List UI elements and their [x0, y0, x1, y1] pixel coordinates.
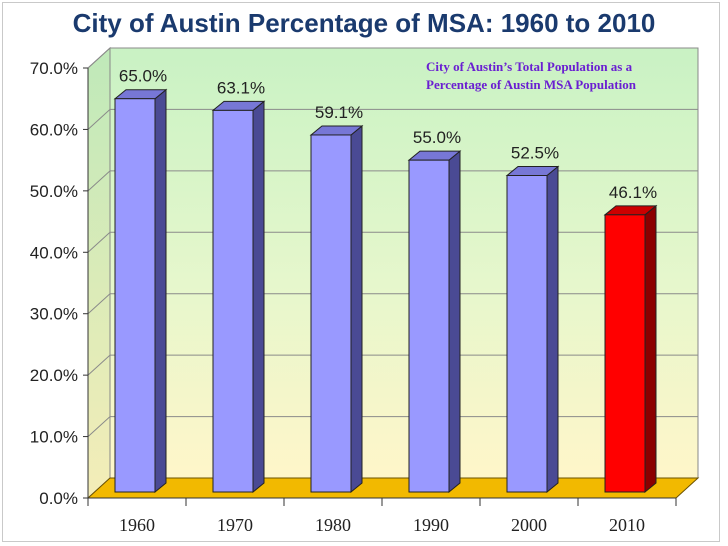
x-tick-label-1960: 1960 — [119, 515, 155, 535]
bar-1970 — [211, 100, 266, 494]
x-tick-label-1970: 1970 — [217, 515, 253, 535]
bar-1960 — [113, 88, 168, 494]
bar-face — [212, 109, 254, 493]
side-wall — [87, 46, 111, 500]
bar-face — [506, 175, 548, 493]
bar-2010 — [603, 204, 658, 494]
y-tick-label: 0.0% — [39, 489, 78, 508]
x-tick-label-1990: 1990 — [413, 515, 449, 535]
bar-1980 — [309, 124, 364, 494]
chart-title: City of Austin Percentage of MSA: 1960 t… — [72, 8, 656, 38]
gridline — [87, 47, 698, 69]
y-tick-label: 20.0% — [30, 366, 78, 385]
data-label-1970: 63.1% — [217, 78, 265, 97]
gridline — [87, 231, 698, 253]
bar-side — [252, 100, 265, 494]
data-label-1980: 59.1% — [315, 103, 363, 122]
chart-annotation-line: City of Austin’s Total Population as a — [426, 59, 633, 74]
x-tick-label-2010: 2010 — [609, 515, 645, 535]
bar-face — [114, 98, 156, 493]
data-label-1990: 55.0% — [413, 128, 461, 147]
bar-1990 — [407, 150, 462, 494]
y-tick-label: 30.0% — [30, 305, 78, 324]
bar-side — [350, 124, 363, 494]
y-tick-label: 10.0% — [30, 428, 78, 447]
data-label-2000: 52.5% — [511, 144, 559, 163]
gridline — [87, 354, 698, 376]
gridline — [87, 170, 698, 192]
bar-side — [546, 165, 559, 494]
data-label-1960: 65.0% — [119, 67, 167, 86]
gridline — [87, 108, 698, 130]
bar-side — [154, 88, 167, 494]
bar-side — [448, 150, 461, 494]
chart-annotation-line: Percentage of Austin MSA Population — [426, 77, 637, 92]
gridline — [87, 293, 698, 315]
y-tick-label: 60.0% — [30, 120, 78, 139]
chart-frame — [2, 2, 720, 542]
bar-face — [408, 159, 450, 493]
bar-side — [644, 204, 657, 494]
bar-2000 — [505, 165, 560, 494]
y-tick-label: 70.0% — [30, 59, 78, 78]
y-tick-label: 40.0% — [30, 243, 78, 262]
data-label-2010: 46.1% — [609, 183, 657, 202]
bar-face — [604, 214, 646, 493]
gridline — [87, 416, 698, 437]
x-tick-label-1980: 1980 — [315, 515, 351, 535]
bar-face — [310, 134, 352, 493]
y-tick-label: 50.0% — [30, 182, 78, 201]
x-tick-label-2000: 2000 — [511, 515, 547, 535]
